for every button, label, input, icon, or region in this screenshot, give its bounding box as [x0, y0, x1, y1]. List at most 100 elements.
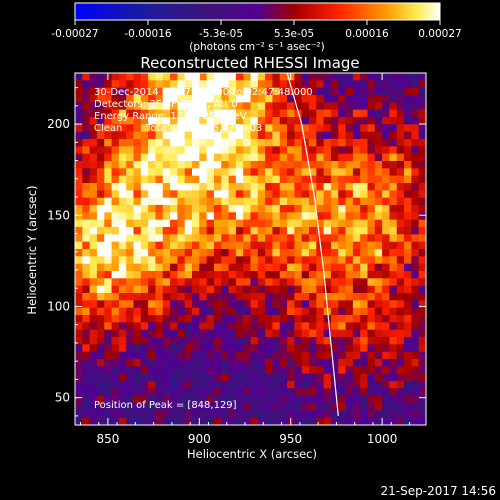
heatmap-cell	[192, 322, 200, 331]
heatmap-cell	[184, 395, 193, 404]
heatmap-cell	[184, 175, 193, 184]
heatmap-cell	[250, 227, 259, 235]
heatmap-cell	[352, 373, 361, 382]
heatmap-cell	[177, 381, 186, 389]
heatmap-cell	[118, 285, 127, 294]
heatmap-cell	[177, 241, 186, 250]
heatmap-cell	[192, 278, 200, 287]
heatmap-cell	[287, 373, 295, 382]
heatmap-cell	[104, 256, 112, 265]
heatmap-cell	[411, 234, 420, 243]
heatmap-cell	[265, 234, 273, 243]
heatmap-cell	[279, 227, 288, 235]
heatmap-cell	[104, 117, 112, 125]
heatmap-cell	[418, 285, 426, 294]
colorbar-unit-label: (photons cm⁻² s⁻¹ asec⁻²)	[189, 41, 324, 53]
heatmap-cell	[367, 373, 376, 382]
heatmap-cell	[82, 124, 91, 133]
heatmap-cell	[411, 168, 420, 177]
heatmap-cell	[272, 293, 281, 301]
heatmap-cell	[140, 256, 149, 265]
heatmap-cell	[404, 285, 412, 294]
heatmap-cell	[418, 329, 426, 338]
heatmap-cell	[243, 271, 251, 279]
heatmap-cell	[104, 227, 112, 235]
heatmap-cell	[118, 87, 127, 96]
heatmap-cell	[118, 80, 127, 89]
heatmap-cell	[140, 175, 149, 184]
heatmap-cell	[360, 388, 368, 397]
heatmap-cell	[374, 293, 383, 301]
heatmap-cell	[111, 307, 120, 316]
heatmap-cell	[411, 241, 420, 250]
heatmap-cell	[265, 117, 273, 125]
heatmap-cell	[411, 307, 420, 316]
heatmap-cell	[352, 234, 361, 243]
heatmap-cell	[89, 278, 98, 287]
heatmap-cell	[294, 183, 303, 191]
heatmap-cell	[213, 146, 222, 155]
heatmap-cell	[250, 161, 259, 169]
heatmap-cell	[360, 351, 368, 360]
heatmap-cell	[265, 388, 273, 397]
heatmap-cell	[367, 139, 376, 147]
heatmap-cell	[118, 161, 127, 169]
heatmap-cell	[126, 285, 134, 294]
heatmap-cell	[316, 388, 325, 397]
heatmap-cell	[345, 271, 354, 279]
heatmap-cell	[301, 366, 310, 375]
heatmap-cell	[382, 212, 390, 221]
heatmap-cell	[367, 109, 376, 118]
heatmap-cell	[235, 300, 244, 309]
heatmap-cell	[374, 381, 383, 389]
heatmap-cell	[155, 271, 164, 279]
heatmap-cell	[330, 351, 339, 360]
heatmap-cell	[199, 410, 208, 419]
heatmap-cell	[228, 131, 237, 140]
heatmap-cell	[133, 197, 142, 206]
heatmap-cell	[184, 124, 193, 133]
heatmap-cell	[250, 109, 259, 118]
heatmap-cell	[162, 256, 171, 265]
heatmap-cell	[170, 124, 178, 133]
heatmap-cell	[104, 388, 112, 397]
heatmap-cell	[330, 395, 339, 404]
heatmap-cell	[323, 197, 332, 206]
heatmap-cell	[170, 366, 178, 375]
heatmap-cell	[228, 146, 237, 155]
heatmap-cell	[404, 95, 412, 103]
heatmap-cell	[126, 205, 134, 213]
heatmap-cell	[367, 80, 376, 89]
heatmap-cell	[82, 285, 91, 294]
heatmap-cell	[330, 256, 339, 265]
heatmap-cell	[279, 175, 288, 184]
heatmap-cell	[177, 373, 186, 382]
heatmap-cell	[345, 73, 354, 81]
annotation-detectors: Detectors: 3F 6F 7F 9F, Att 0	[94, 99, 238, 110]
heatmap-cell	[206, 117, 215, 125]
heatmap-cell	[228, 205, 237, 213]
heatmap-cell	[89, 322, 98, 331]
heatmap-cell	[382, 256, 390, 265]
heatmap-cell	[330, 271, 339, 279]
heatmap-cell	[287, 249, 295, 257]
heatmap-cell	[192, 410, 200, 419]
heatmap-cell	[118, 234, 127, 243]
heatmap-cell	[272, 87, 281, 96]
heatmap-cell	[155, 256, 164, 265]
heatmap-cell	[272, 227, 281, 235]
heatmap-cell	[294, 293, 303, 301]
heatmap-cell	[287, 381, 295, 389]
heatmap-cell	[360, 366, 368, 375]
heatmap-cell	[257, 293, 266, 301]
heatmap-cell	[323, 403, 332, 411]
heatmap-cell	[126, 337, 134, 345]
heatmap-cell	[418, 337, 426, 345]
heatmap-cell	[199, 183, 208, 191]
heatmap-cell	[382, 153, 390, 162]
heatmap-cell	[301, 124, 310, 133]
heatmap-cell	[279, 315, 288, 323]
heatmap-cell	[316, 227, 325, 235]
heatmap-cell	[228, 256, 237, 265]
heatmap-cell	[294, 373, 303, 382]
